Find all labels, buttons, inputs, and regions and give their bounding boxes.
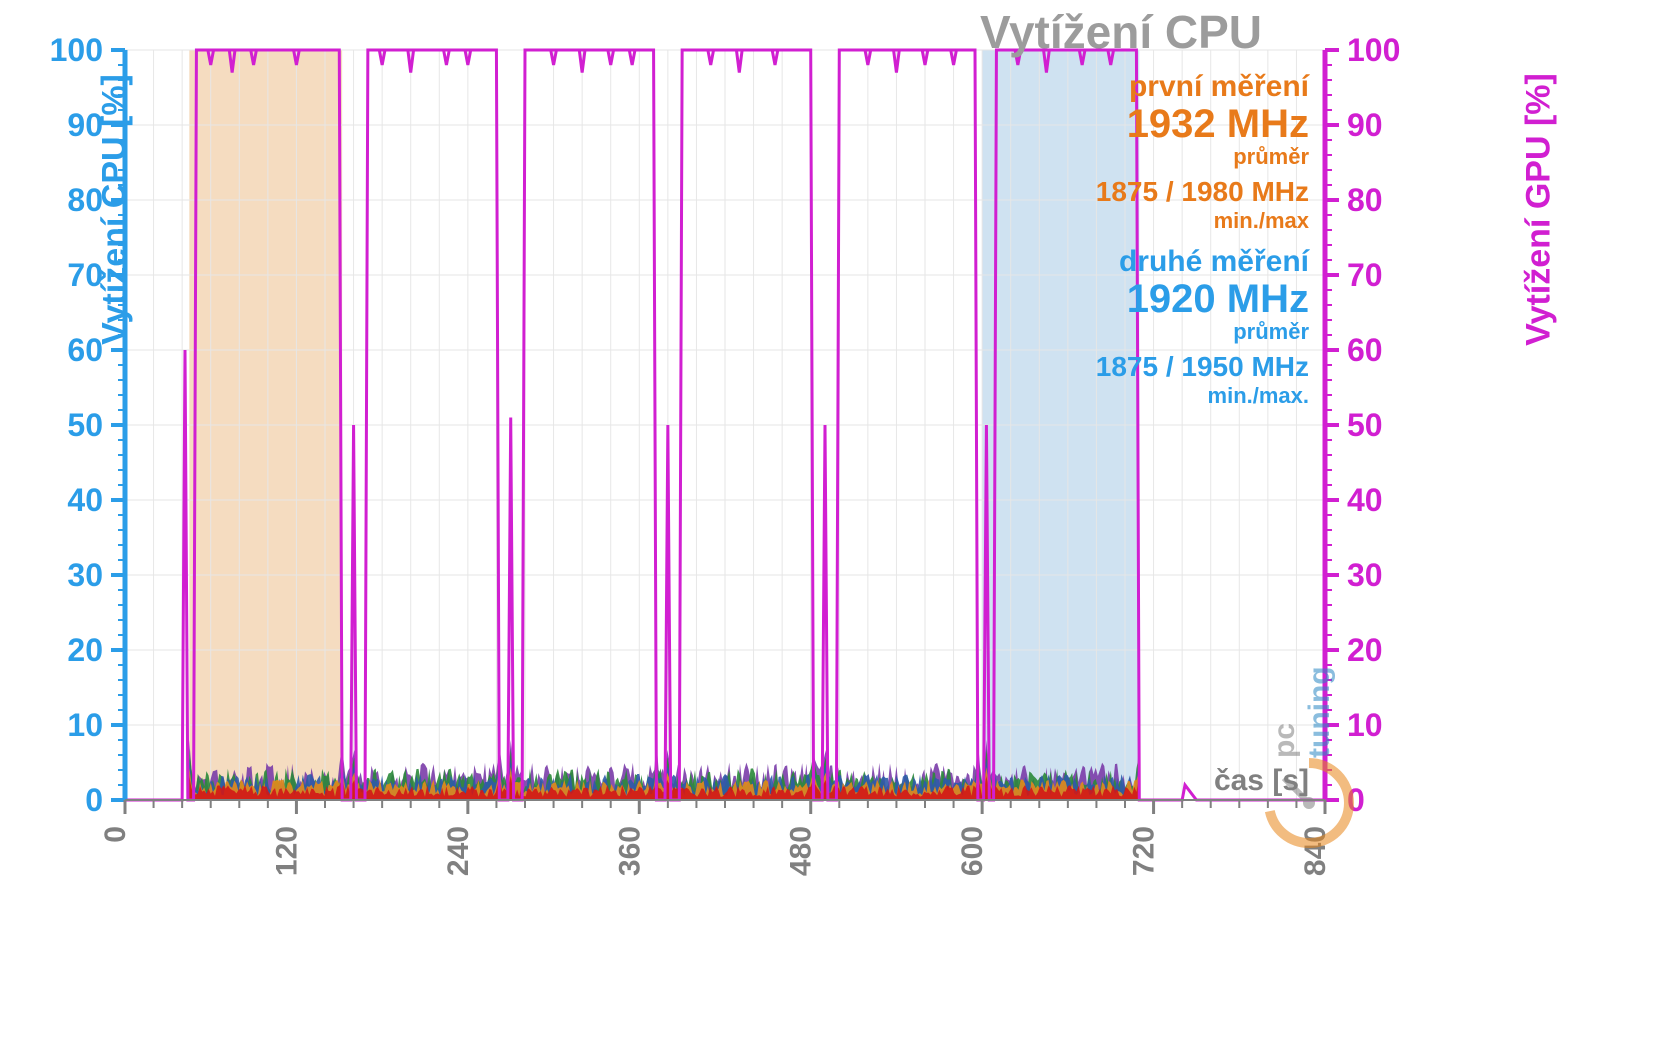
y-left-axis-title: Vytížení CPU [%] bbox=[96, 10, 135, 410]
x-tick-label: 120 bbox=[270, 826, 303, 876]
watermark-logo: pc tuning bbox=[1244, 653, 1374, 883]
x-tick-label: 360 bbox=[613, 826, 646, 876]
chart-svg: 0102030405060708090100010203040506070809… bbox=[20, 10, 1634, 1033]
y-right-axis-title: Vytížení GPU [%] bbox=[1520, 10, 1559, 410]
svg-text:pc: pc bbox=[1268, 723, 1301, 758]
y-right-tick-label: 40 bbox=[1347, 482, 1383, 518]
annotation-first-measurement: první měření 1932 MHz průměr 1875 / 1980… bbox=[959, 70, 1309, 234]
y-right-tick-label: 90 bbox=[1347, 107, 1383, 143]
y-left-tick-label: 50 bbox=[67, 407, 103, 443]
watermark-icon: pc tuning bbox=[1244, 653, 1374, 883]
x-tick-label: 600 bbox=[956, 826, 989, 876]
y-right-tick-label: 100 bbox=[1347, 32, 1400, 68]
svg-text:tuning: tuning bbox=[1303, 666, 1336, 758]
y-left-tick-label: 40 bbox=[67, 482, 103, 518]
chart-title: Vytížení CPU bbox=[980, 5, 1262, 59]
y-left-tick-label: 10 bbox=[67, 707, 103, 743]
y-left-tick-label: 0 bbox=[85, 782, 103, 818]
y-left-tick-label: 20 bbox=[67, 632, 103, 668]
y-right-tick-label: 70 bbox=[1347, 257, 1383, 293]
y-left-tick-label: 30 bbox=[67, 557, 103, 593]
x-tick-label: 720 bbox=[1128, 826, 1161, 876]
x-tick-label: 0 bbox=[99, 826, 132, 843]
x-tick-label: 240 bbox=[442, 826, 475, 876]
chart-container: 0102030405060708090100010203040506070809… bbox=[20, 10, 1634, 1033]
annotation-second-measurement: druhé měření 1920 MHz průměr 1875 / 1950… bbox=[959, 245, 1309, 409]
y-right-tick-label: 60 bbox=[1347, 332, 1383, 368]
x-tick-label: 480 bbox=[785, 826, 818, 876]
y-right-tick-label: 80 bbox=[1347, 182, 1383, 218]
y-right-tick-label: 30 bbox=[1347, 557, 1383, 593]
y-right-tick-label: 50 bbox=[1347, 407, 1383, 443]
